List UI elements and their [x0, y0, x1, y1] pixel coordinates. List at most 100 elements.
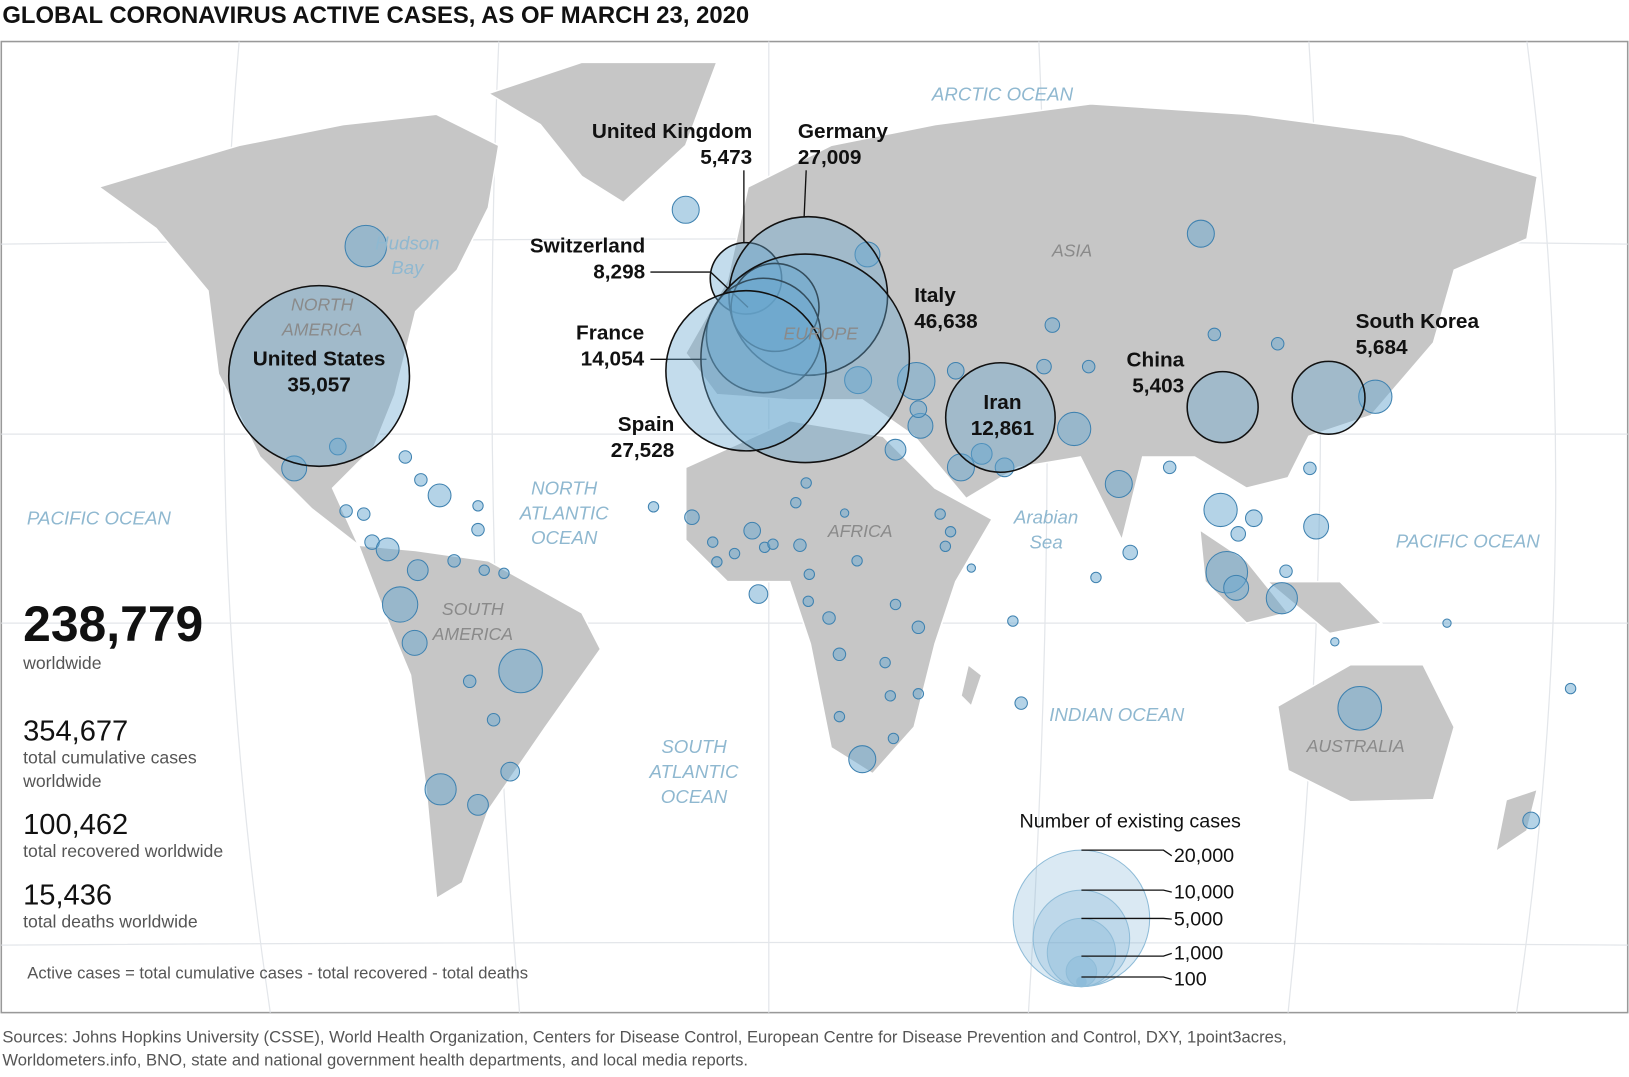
case-circle [401, 629, 428, 656]
case-circle [328, 437, 347, 456]
case-circle [1122, 544, 1139, 561]
ocean-label: Hudson Bay [375, 232, 439, 278]
stat-number: 354,677 [23, 716, 128, 748]
continent-label: AUSTRALIA [1306, 736, 1405, 756]
case-circle [1265, 582, 1298, 615]
case-circle [944, 526, 957, 538]
case-circle [966, 563, 976, 573]
case-circle [887, 732, 900, 745]
ocean-label: Arabian Sea [1013, 506, 1078, 552]
case-circle [357, 507, 371, 521]
legend: Number of existing cases 20,000 10,000 5,0… [1012, 811, 1241, 991]
case-circle [1337, 685, 1383, 731]
ocean-label: PACIFIC OCEAN [27, 507, 171, 528]
legend-leader [1081, 976, 1172, 981]
country-value: 5,684 [1356, 336, 1408, 359]
case-circle [472, 500, 484, 512]
ocean-label: INDIAN OCEAN [1049, 704, 1184, 725]
case-circle [1162, 460, 1177, 475]
sources-line-2: Worldometers.info, BNO, state and nation… [2, 1051, 748, 1070]
case-circle [498, 648, 543, 694]
country-name: Germany [798, 120, 888, 143]
country-callouts: United States 35,057 United Kingdom 5,473 Ge… [227, 120, 1480, 474]
sources-line-1: Sources: Johns Hopkins University (CSSE)… [2, 1028, 1286, 1047]
country-value: 46,638 [914, 310, 978, 333]
ocean-label: ARCTIC OCEAN [931, 84, 1074, 105]
legend-circle [1076, 976, 1087, 988]
case-circle [344, 224, 388, 268]
case-circle [839, 508, 850, 518]
case-circle [1522, 811, 1540, 830]
country-name: China [1127, 349, 1185, 372]
country-value: 12,861 [971, 417, 1035, 440]
country-circle [1186, 370, 1259, 444]
case-circle [748, 584, 769, 604]
case-circle [1244, 509, 1263, 528]
case-circle [1104, 469, 1133, 498]
case-circle [909, 400, 928, 419]
country-value: 27,528 [611, 439, 675, 462]
case-circle [793, 538, 807, 553]
legend-label: 1,000 [1174, 943, 1223, 965]
case-circle [946, 361, 965, 380]
country-circle [705, 277, 822, 394]
case-circle [447, 554, 461, 568]
continent-label: ASIA [1051, 241, 1092, 261]
country-circle [227, 284, 411, 468]
ocean-label: PACIFIC OCEAN [1396, 530, 1540, 551]
country-value: 27,009 [798, 146, 862, 169]
case-circle [934, 508, 946, 520]
case-circle [897, 361, 936, 401]
case-circle [912, 688, 925, 700]
country-name: Spain [618, 413, 675, 436]
case-circle [1230, 526, 1247, 542]
country-circle [728, 215, 889, 377]
stat-number: 100,462 [23, 809, 128, 841]
case-circle [889, 598, 902, 611]
case-circle [1270, 337, 1285, 351]
case-circle [1044, 317, 1061, 333]
case-circle [414, 473, 428, 487]
case-circle [802, 595, 814, 608]
country-value: 14,054 [581, 348, 645, 371]
case-circle [427, 483, 452, 508]
case-circle [833, 710, 846, 723]
legend-label: 20,000 [1174, 845, 1234, 867]
case-circle [800, 477, 812, 489]
stat-label: worldwide [22, 653, 102, 673]
country-name: United Kingdom [592, 120, 752, 143]
leader-line [803, 170, 807, 218]
stat-label: total cumulative cases worldwide [22, 747, 197, 791]
stat-label: total recovered worldwide [23, 841, 223, 861]
legend-label: 5,000 [1174, 908, 1223, 930]
country-circle [665, 289, 827, 452]
case-circle [339, 504, 353, 518]
legend-label: 100 [1174, 969, 1207, 991]
small-case-circles [281, 195, 1577, 830]
case-circle [671, 195, 700, 224]
case-circle [1564, 682, 1577, 695]
country-circle [1291, 360, 1366, 435]
continent-label: AFRICA [827, 521, 893, 541]
country-value: 5,403 [1132, 375, 1184, 398]
legend-leader [1081, 849, 1173, 857]
country-circle [944, 361, 1056, 474]
stat-label: total deaths worldwide [23, 911, 198, 931]
leader-line [650, 271, 749, 308]
country-value: 8,298 [593, 260, 645, 283]
case-circle [684, 509, 700, 525]
case-circle [1090, 571, 1102, 584]
case-circle [1303, 461, 1317, 476]
case-circle [939, 540, 952, 553]
case-circle [728, 547, 741, 560]
country-name: South Korea [1356, 310, 1480, 333]
case-circle [398, 450, 413, 464]
legend-leader [1081, 952, 1172, 957]
case-circle [854, 241, 881, 268]
case-circle [851, 555, 863, 567]
case-circle [462, 674, 477, 689]
case-circle [1057, 411, 1092, 447]
land [97, 61, 1539, 900]
case-circle [1207, 327, 1222, 342]
stat-number: 238,779 [23, 596, 203, 652]
